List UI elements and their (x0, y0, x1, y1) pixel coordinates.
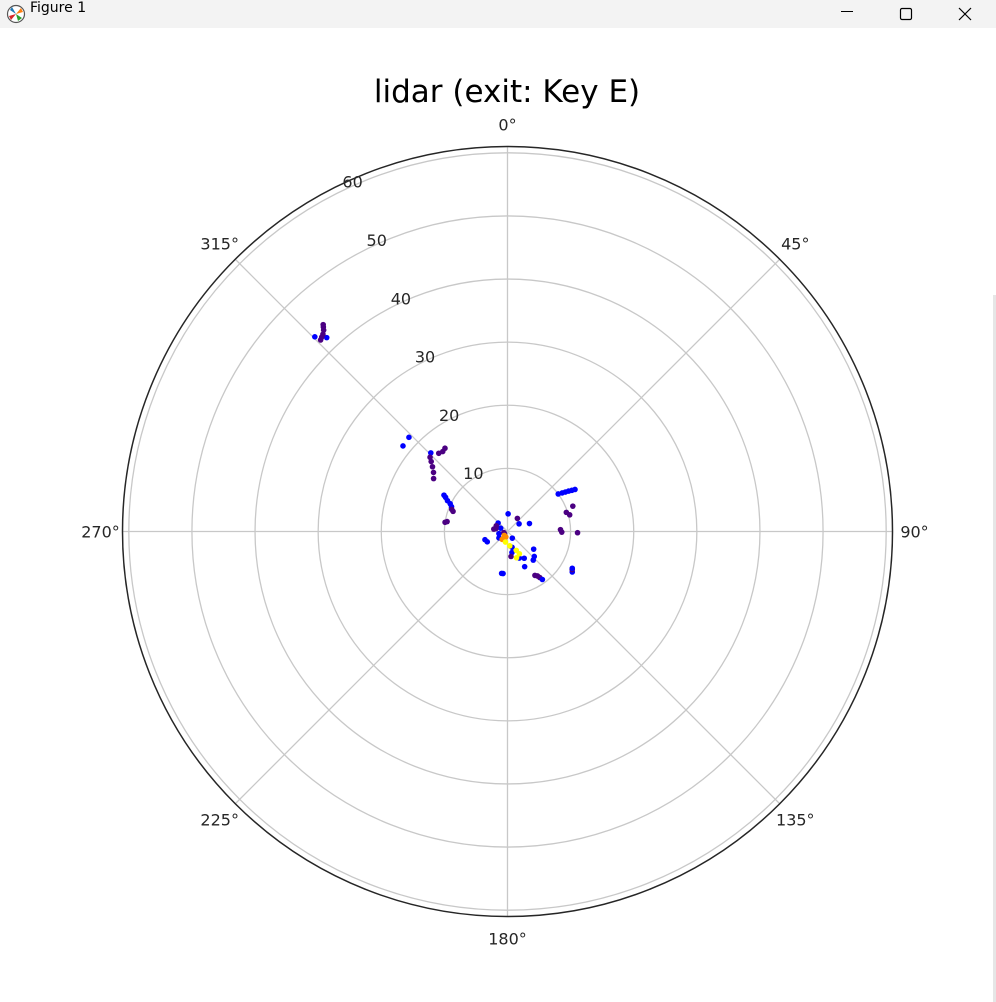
scatter-point (400, 443, 406, 449)
scatter-point (312, 333, 318, 340)
minimize-button[interactable] (818, 0, 876, 28)
scatter-point (521, 555, 528, 562)
scatter-point (450, 508, 456, 515)
scatter-point (428, 458, 434, 465)
scatter-point (323, 334, 330, 341)
window-title: Figure 1 (30, 0, 87, 16)
tick-labels: 0° 315° 270° 225° 180° 135° 90° 45° 10 20 30 40 50 60 (81, 116, 928, 949)
scatter-point (569, 565, 576, 572)
scatter-point (516, 521, 522, 527)
r-gridline (443, 467, 572, 596)
scatter-point (526, 520, 533, 527)
minimize-icon (841, 11, 853, 12)
scatter-point (502, 539, 509, 545)
scatter-point (513, 554, 520, 561)
scatter-point (508, 553, 514, 560)
scatter-point (566, 512, 573, 518)
polar-frame (121, 145, 894, 918)
chart-title: lidar (exit: Key E) (374, 74, 640, 110)
title-bar[interactable]: Figure 1 (0, 0, 996, 28)
scatter-point (501, 532, 508, 539)
scatter-point (430, 469, 437, 476)
scatter-point (521, 563, 528, 570)
r-tick-label: 60 (342, 173, 362, 192)
scatter-point (444, 518, 450, 525)
maximize-button[interactable] (877, 0, 935, 28)
r-tick-label: 10 (463, 464, 483, 483)
polar-plot: lidar (exit: Key E) 0° 315° 270° 225° 180° 13… (81, 74, 928, 949)
scatter-point (482, 536, 488, 543)
theta-tick-label: 180° (488, 930, 527, 949)
scatter-point (442, 445, 448, 452)
data-points (312, 321, 581, 583)
theta-tick-label: 135° (776, 810, 815, 829)
matplotlib-icon (6, 4, 26, 24)
theta-tick-label: 45° (781, 235, 809, 254)
scatter-point (505, 511, 511, 517)
scatter-point (570, 503, 576, 509)
scatter-point (539, 576, 546, 583)
theta-gridline (507, 258, 781, 532)
r-tick-label: 50 (367, 231, 387, 250)
scatter-point (530, 546, 537, 552)
r-gridline (128, 152, 887, 911)
theta-tick-label: 90° (900, 523, 928, 542)
scatter-point (574, 529, 581, 536)
scatter-point (514, 515, 521, 522)
close-icon (958, 7, 972, 21)
scatter-point (572, 486, 578, 493)
scatter-point (558, 529, 565, 535)
window-edge (993, 295, 996, 1002)
scatter-point (320, 324, 327, 330)
close-button[interactable] (936, 0, 994, 28)
theta-gridline (507, 531, 781, 805)
scatter-point (516, 550, 523, 557)
scatter-point (500, 570, 506, 577)
theta-gridline (234, 258, 508, 532)
theta-tick-label: 315° (200, 235, 239, 254)
theta-gridline (234, 531, 508, 805)
scatter-point (496, 530, 502, 537)
scatter-point (406, 434, 412, 441)
maximize-icon (899, 7, 913, 21)
theta-tick-label: 225° (200, 810, 239, 829)
r-tick-label: 20 (439, 406, 459, 425)
r-gridline (317, 341, 698, 722)
scatter-point (531, 553, 538, 560)
theta-tick-label: 0° (498, 116, 516, 135)
scatter-point (506, 543, 513, 549)
r-gridline (380, 404, 635, 659)
r-gridline (191, 215, 824, 848)
scatter-point (497, 525, 504, 531)
scatter-point (430, 475, 437, 482)
scatter-point (427, 454, 433, 461)
scatter-point (429, 463, 436, 470)
scatter-point (491, 526, 497, 532)
theta-tick-label: 270° (81, 523, 120, 542)
scatter-point (509, 535, 516, 541)
r-tick-label: 30 (415, 348, 435, 367)
r-gridline (254, 278, 761, 785)
polar-grid (122, 146, 893, 917)
scatter-point (428, 450, 434, 456)
r-tick-label: 40 (391, 289, 411, 308)
